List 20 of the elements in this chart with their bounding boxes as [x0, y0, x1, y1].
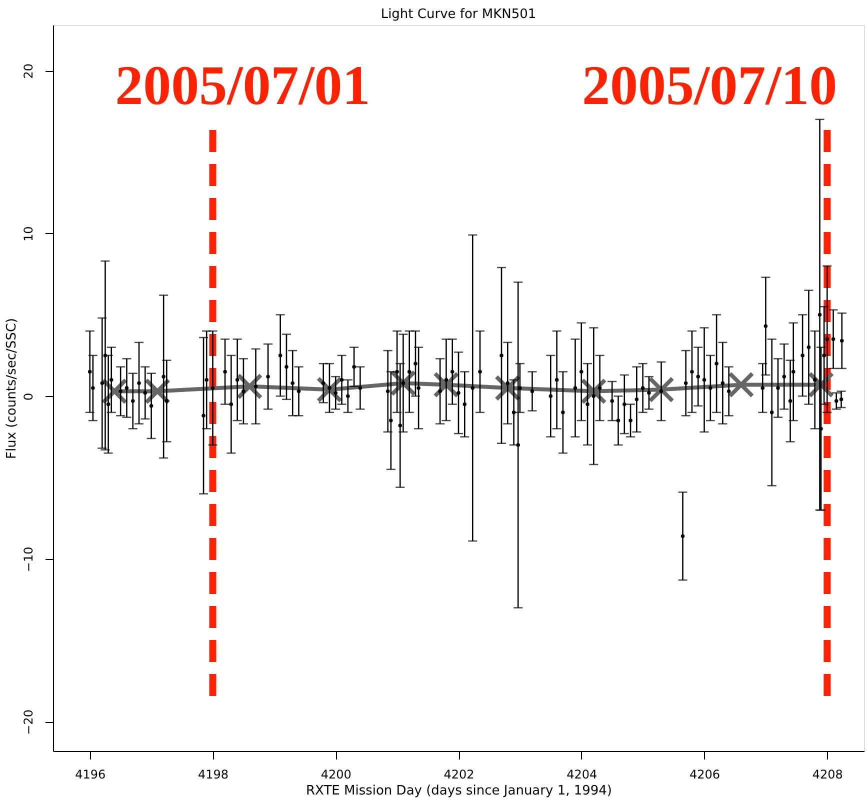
y-tick-label: −20: [22, 710, 36, 735]
y-tick-label: 20: [22, 63, 36, 79]
x-tick-label: 4202: [444, 768, 474, 782]
x-tick-label: 4208: [812, 768, 843, 782]
x-tick-label: 4206: [689, 768, 720, 782]
point: [648, 376, 674, 403]
x-tick-label: 4204: [566, 768, 598, 782]
y-tick-label: −10: [22, 546, 36, 572]
x-tick-label: 4198: [198, 768, 229, 782]
annotation: 2005/07/10: [582, 55, 838, 117]
point: [316, 376, 343, 403]
x-tick-label: 4196: [75, 768, 106, 782]
annotation: 2005/07/01: [115, 55, 370, 117]
point: [728, 372, 754, 398]
y-axis-title: Flux (counts/sec/SSC): [4, 318, 20, 460]
x-tick-label: 4200: [320, 768, 352, 782]
x-axis-title: RXTE Mission Day (days since January 1, 1994): [306, 784, 612, 798]
y-tick-label: 10: [22, 226, 36, 242]
y-tick-label: 0: [22, 392, 36, 400]
chart-title: Light Curve for MKN501: [380, 7, 536, 22]
